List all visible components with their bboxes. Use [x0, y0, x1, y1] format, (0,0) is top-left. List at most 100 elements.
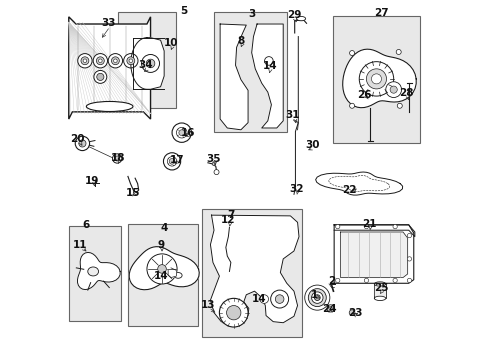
Text: 11: 11 [73, 240, 87, 250]
Text: 15: 15 [125, 188, 140, 198]
Circle shape [158, 265, 166, 273]
Circle shape [126, 57, 135, 65]
Circle shape [179, 130, 184, 135]
Text: 29: 29 [286, 10, 301, 20]
Text: 31: 31 [285, 111, 300, 121]
Ellipse shape [88, 267, 99, 276]
Text: 25: 25 [373, 283, 388, 293]
Circle shape [99, 59, 102, 63]
Text: 9: 9 [158, 239, 164, 249]
Circle shape [335, 225, 339, 229]
Text: 35: 35 [206, 154, 221, 164]
Text: 14: 14 [252, 294, 266, 304]
Circle shape [407, 278, 411, 283]
Polygon shape [210, 215, 298, 325]
Text: 10: 10 [163, 38, 178, 48]
Circle shape [172, 123, 191, 142]
Circle shape [75, 136, 89, 150]
Text: 27: 27 [373, 8, 388, 18]
Text: 8: 8 [237, 36, 244, 46]
Circle shape [349, 50, 354, 55]
Circle shape [407, 257, 411, 261]
Text: 23: 23 [347, 309, 362, 318]
Text: 13: 13 [200, 300, 215, 310]
Circle shape [311, 292, 323, 303]
Polygon shape [220, 24, 247, 130]
Text: 26: 26 [357, 90, 371, 100]
Circle shape [364, 225, 368, 229]
Circle shape [176, 127, 187, 138]
Circle shape [94, 71, 106, 84]
Circle shape [395, 49, 400, 54]
Circle shape [113, 59, 117, 63]
Circle shape [81, 57, 89, 65]
Polygon shape [333, 225, 414, 237]
Circle shape [214, 170, 219, 175]
Circle shape [392, 225, 396, 229]
Text: 4: 4 [160, 224, 167, 233]
Text: 6: 6 [82, 220, 89, 230]
Circle shape [79, 140, 86, 147]
Text: 20: 20 [70, 134, 85, 144]
Polygon shape [69, 17, 150, 119]
Text: 14: 14 [154, 271, 168, 281]
Polygon shape [315, 172, 402, 195]
Text: 18: 18 [111, 153, 125, 163]
Circle shape [359, 62, 393, 96]
Bar [69, 226, 121, 320]
Polygon shape [131, 38, 164, 89]
Circle shape [392, 278, 396, 283]
Circle shape [326, 305, 333, 312]
Polygon shape [340, 232, 407, 278]
Circle shape [112, 154, 122, 163]
Polygon shape [342, 49, 415, 108]
Circle shape [93, 54, 107, 68]
Circle shape [83, 59, 86, 63]
Text: 28: 28 [399, 88, 413, 98]
Polygon shape [129, 247, 199, 290]
Ellipse shape [373, 296, 385, 301]
Circle shape [219, 298, 247, 327]
Circle shape [335, 278, 339, 283]
Text: 5: 5 [180, 6, 187, 17]
Circle shape [389, 86, 396, 93]
Circle shape [163, 153, 180, 170]
Circle shape [396, 103, 402, 108]
Circle shape [407, 233, 411, 238]
Polygon shape [77, 252, 120, 289]
Polygon shape [251, 24, 283, 128]
Circle shape [270, 290, 288, 308]
Ellipse shape [373, 282, 385, 286]
Text: 19: 19 [85, 176, 99, 186]
Circle shape [385, 82, 401, 98]
Polygon shape [168, 268, 176, 278]
Circle shape [304, 285, 329, 310]
Ellipse shape [86, 102, 133, 112]
Circle shape [264, 57, 273, 65]
Circle shape [97, 73, 104, 81]
Circle shape [275, 295, 284, 303]
Circle shape [348, 310, 354, 316]
Circle shape [226, 306, 241, 320]
Text: 22: 22 [341, 185, 356, 195]
Polygon shape [333, 225, 413, 283]
Bar [333, 16, 419, 143]
Text: 34: 34 [138, 60, 153, 70]
Circle shape [147, 254, 177, 284]
Circle shape [371, 74, 381, 84]
Circle shape [142, 54, 159, 72]
Ellipse shape [296, 17, 305, 21]
Circle shape [328, 307, 332, 310]
Circle shape [123, 54, 138, 68]
Text: 21: 21 [361, 219, 376, 229]
Text: 2: 2 [327, 276, 334, 286]
Circle shape [78, 54, 92, 68]
Circle shape [146, 59, 155, 68]
Bar [214, 12, 286, 132]
Text: 14: 14 [263, 61, 277, 71]
Circle shape [364, 278, 368, 283]
Circle shape [260, 295, 268, 303]
Circle shape [212, 162, 215, 166]
Ellipse shape [174, 273, 182, 278]
Circle shape [314, 295, 320, 301]
